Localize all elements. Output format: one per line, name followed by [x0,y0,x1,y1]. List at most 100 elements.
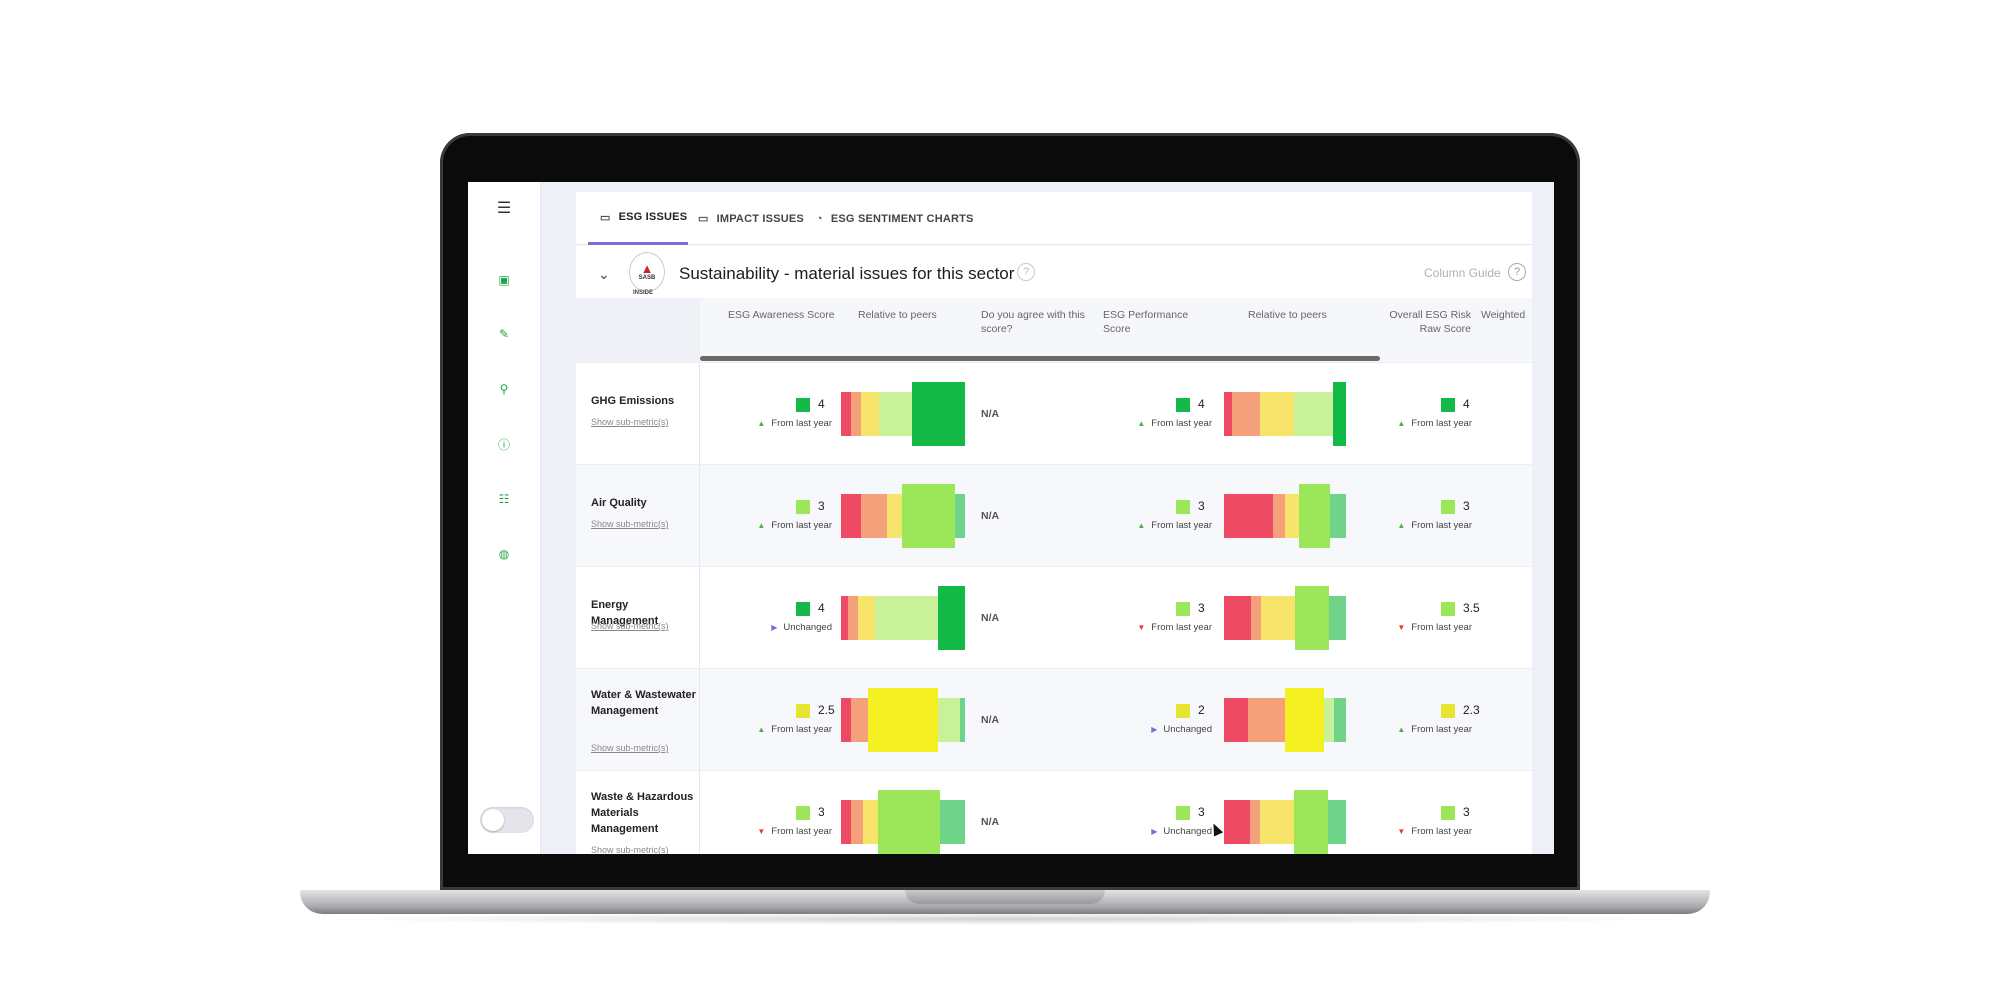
column-header-agree: Do you agree with this score? [981,309,1085,335]
peer-segment [1224,800,1250,844]
show-sub-metrics-link[interactable]: Show sub-metric(s) [591,845,669,854]
peer-segment [1224,596,1251,640]
performance-score-change: ▶ Unchanged [1151,724,1212,735]
awareness-score-change-text: From last year [771,520,832,531]
performance-score-change-text: Unchanged [1163,724,1212,735]
tab-esg-sentiment-charts[interactable]: ◔ ESG SENTIMENT CHARTS [816,192,974,245]
column-header-awareness: ESG Awareness Score [728,309,835,321]
peer-segment [938,698,961,742]
show-sub-metrics-link[interactable]: Show sub-metric(s) [591,743,669,753]
awareness-score-change-text: From last year [771,826,832,837]
show-sub-metrics-link[interactable]: Show sub-metric(s) [591,621,669,631]
awareness-score-value: 4 [818,601,825,615]
column-header-corner [576,298,700,362]
briefcase-icon[interactable]: ▣ [498,273,510,287]
performance-peer-bar [1224,688,1346,752]
globe-icon[interactable]: ◍ [498,547,510,561]
peer-segment [851,392,862,436]
list-icon[interactable]: ☷ [498,492,510,506]
row-header: Waste & Hazardous Materials Management Sh… [576,771,700,854]
row-name: Energy Management [591,599,659,627]
peer-segment [878,392,912,436]
row-name: Air Quality [591,497,647,509]
column-guide-help-icon[interactable]: ? [1508,263,1526,281]
change-arrow-icon: ▶ [771,623,778,632]
search-icon[interactable]: ⚲ [499,382,509,396]
peer-segment [841,698,851,742]
tab-label: IMPACT ISSUES [716,212,804,225]
column-header-performance: ESG Performance Score [1103,309,1189,335]
awareness-peer-bar [841,790,965,854]
awareness-score-change: ▲ From last year [757,520,832,531]
awareness-peer-bar [841,586,965,650]
risk-score-value: 4 [1463,397,1470,411]
awareness-score-change: ▲ From last year [757,418,832,429]
theme-toggle[interactable] [480,807,534,833]
change-arrow-icon: ▼ [1397,623,1406,632]
edit-icon[interactable]: ✎ [498,327,510,341]
performance-peer-bar [1224,586,1346,650]
change-arrow-icon: ▶ [1151,725,1158,734]
risk-score-value: 2.3 [1463,703,1480,717]
row-name: Water & Wastewater Management [591,689,696,717]
peer-segment [841,494,862,538]
tab-esg-issues[interactable]: ▭ ESG ISSUES [588,192,688,245]
performance-peer-bar [1224,382,1346,446]
tab-label: ESG SENTIMENT CHARTS [830,212,974,225]
peer-segment [901,484,955,548]
peer-segment [1224,392,1232,436]
peer-segment [911,382,965,446]
performance-score-color-square [1176,704,1190,718]
main-panel: ▭ ESG ISSUES ▭ IMPACT ISSUES ◔ ESG SENTI… [576,192,1532,854]
performance-score-change: ▶ Unchanged [1151,826,1212,837]
peer-segment [858,596,876,640]
risk-score-change-text: From last year [1411,826,1472,837]
agree-value: N/A [981,408,1000,420]
laptop-shadow [320,913,1690,925]
peer-segment [878,790,941,854]
risk-score-change: ▲ From last year [1397,724,1472,735]
peer-segment [1333,382,1346,446]
risk-score-value: 3.5 [1463,601,1480,615]
peer-segment [1299,484,1330,548]
table-row: Waste & Hazardous Materials Management Sh… [576,770,1532,854]
peer-segment [1333,698,1346,742]
laptop-notch [905,890,1105,904]
folder-open-icon: ▭ [600,211,611,224]
performance-score-value: 3 [1198,805,1205,819]
awareness-score-change: ▶ Unchanged [771,622,832,633]
performance-score-value: 3 [1198,601,1205,615]
performance-score-change: ▲ From last year [1137,520,1212,531]
change-arrow-icon: ▲ [1137,521,1146,530]
peer-segment [1273,494,1285,538]
sasb-logo: ▲ SASB [629,252,665,292]
column-guide-link[interactable]: Column Guide [1424,266,1501,280]
change-arrow-icon: ▲ [1137,419,1146,428]
awareness-score-color-square [796,704,810,718]
help-icon[interactable]: ? [1017,263,1035,281]
peer-segment [1231,392,1261,436]
peer-segment [1294,586,1329,650]
awareness-peer-bar [841,484,965,548]
performance-score-change-text: Unchanged [1163,826,1212,837]
tab-bar: ▭ ESG ISSUES ▭ IMPACT ISSUES ◔ ESG SENTI… [576,192,1532,245]
show-sub-metrics-link[interactable]: Show sub-metric(s) [591,417,669,427]
hamburger-icon[interactable]: ☰ [496,200,512,217]
row-header: Air Quality Show sub-metric(s) [576,465,700,567]
peer-segment [1294,790,1328,854]
peer-segment [875,596,939,640]
logo-text: SASB [638,275,656,281]
chevron-down-icon[interactable]: ⌄ [598,266,610,282]
tab-impact-issues[interactable]: ▭ IMPACT ISSUES [698,192,804,245]
show-sub-metrics-link[interactable]: Show sub-metric(s) [591,519,669,529]
table-row: GHG Emissions Show sub-metric(s) 4 ▲ From la… [576,362,1532,465]
change-arrow-icon: ▲ [1397,725,1406,734]
risk-score-change-text: From last year [1411,418,1472,429]
section-title: Sustainability - material issues for thi… [679,264,1015,283]
row-header: GHG Emissions Show sub-metric(s) [576,363,700,465]
awareness-score-color-square [796,398,810,412]
horizontal-scrollbar[interactable] [700,356,1380,361]
info-icon[interactable]: ⓘ [497,437,510,452]
row-name: GHG Emissions [591,395,675,407]
change-arrow-icon: ▲ [1397,419,1406,428]
